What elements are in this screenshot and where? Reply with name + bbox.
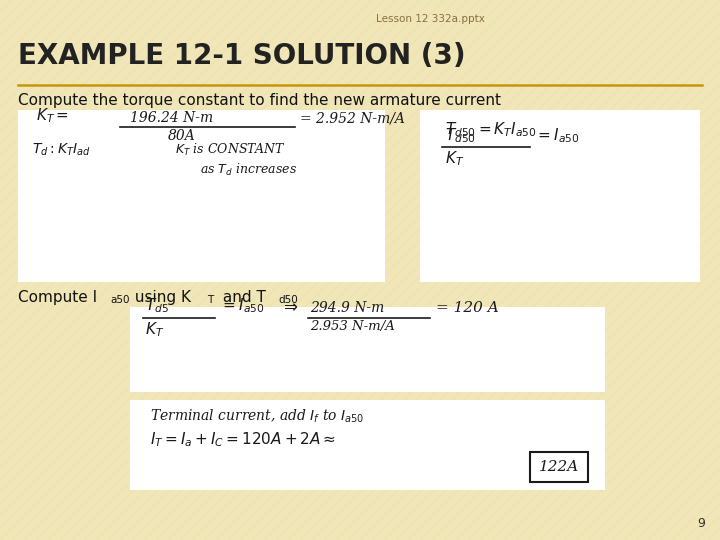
Text: Compute the torque constant to find the new armature current: Compute the torque constant to find the …: [18, 93, 501, 108]
Text: Lesson 12 332a.pptx: Lesson 12 332a.pptx: [376, 14, 485, 24]
Text: a50: a50: [110, 295, 130, 305]
Text: using K: using K: [130, 290, 191, 305]
Text: 196.24 N-m: 196.24 N-m: [130, 111, 213, 125]
Text: T: T: [207, 295, 213, 305]
Text: 9: 9: [697, 517, 705, 530]
Text: $T_{d50} = K_T I_{a50}$: $T_{d50} = K_T I_{a50}$: [445, 120, 537, 139]
Text: $T_d : K_T I_{ad}$: $T_d : K_T I_{ad}$: [32, 142, 91, 158]
Text: EXAMPLE 12-1 SOLUTION (3): EXAMPLE 12-1 SOLUTION (3): [18, 42, 466, 70]
Bar: [420, 110, 700, 282]
Text: as $T_d$ increases: as $T_d$ increases: [200, 162, 297, 178]
Text: = 2.952 N-m/A: = 2.952 N-m/A: [300, 111, 405, 125]
Bar: [530, 452, 588, 482]
Bar: [130, 307, 605, 392]
Text: $I_T = I_a + I_C = 120A + 2A \approx$: $I_T = I_a + I_C = 120A + 2A \approx$: [150, 430, 336, 449]
Text: 2.953 N-m/A: 2.953 N-m/A: [310, 320, 395, 333]
Text: $K_T$ is CONSTANT: $K_T$ is CONSTANT: [175, 142, 286, 158]
Text: 122A: 122A: [539, 460, 579, 474]
Bar: [18, 110, 385, 282]
Text: Terminal current, add $I_f$ to $I_{a50}$: Terminal current, add $I_f$ to $I_{a50}$: [150, 408, 364, 426]
Text: Compute I: Compute I: [18, 290, 97, 305]
Text: $\Rightarrow$: $\Rightarrow$: [280, 298, 298, 315]
Text: $K_T$: $K_T$: [445, 149, 464, 168]
Text: $K_T=$: $K_T=$: [36, 106, 69, 125]
Text: $K_T$: $K_T$: [145, 320, 164, 339]
Text: 294.9 N-m: 294.9 N-m: [310, 301, 384, 315]
Bar: [130, 400, 605, 490]
Text: d50: d50: [278, 295, 298, 305]
Text: and T: and T: [218, 290, 266, 305]
Text: $T_{d5}$: $T_{d5}$: [145, 296, 169, 315]
Text: $T_{d50}$: $T_{d50}$: [445, 126, 476, 145]
Text: $= I_{a50}$: $= I_{a50}$: [220, 296, 265, 315]
Text: $= I_{a50}$: $= I_{a50}$: [535, 126, 580, 145]
Text: 80A: 80A: [168, 129, 196, 143]
Text: = 120 A: = 120 A: [436, 301, 499, 315]
